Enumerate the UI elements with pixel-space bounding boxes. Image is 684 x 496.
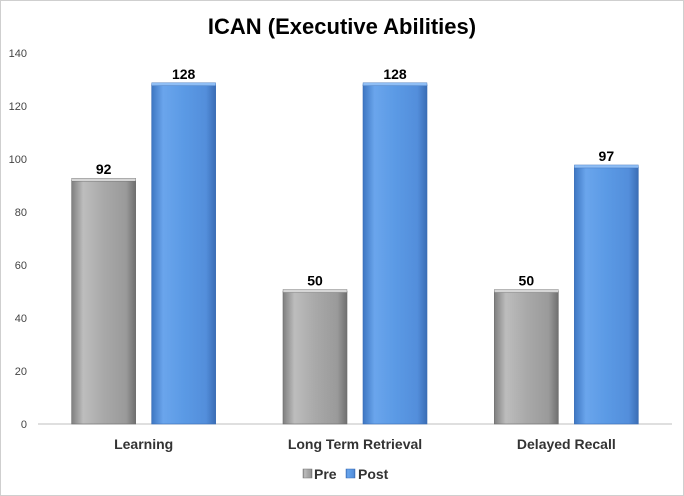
bar-top-bevel xyxy=(494,289,559,293)
data-label-post-1: 128 xyxy=(383,66,407,82)
category-labels: Learning Long Term Retrieval Delayed Recal… xyxy=(114,436,616,452)
legend-label-post: Post xyxy=(358,466,389,482)
legend: Pre Post xyxy=(302,466,389,482)
legend-swatch-pre xyxy=(302,468,313,479)
y-tick-label: 60 xyxy=(15,260,27,272)
data-label-pre-0: 92 xyxy=(96,161,112,177)
bar-top-bevel xyxy=(574,164,639,169)
bar-top-bevel xyxy=(151,82,216,87)
category-label: Delayed Recall xyxy=(517,436,616,452)
bar-post-2 xyxy=(574,166,639,425)
y-tick-label: 100 xyxy=(9,154,27,166)
data-label-pre-1: 50 xyxy=(307,273,323,289)
bar-pre-0 xyxy=(71,179,136,425)
legend-swatch-post xyxy=(345,468,356,479)
bars-group: 92 128 50 128 50 97 xyxy=(71,66,639,425)
y-tick-label: 80 xyxy=(15,207,27,219)
bar-top-bevel xyxy=(282,289,348,293)
bar-post-1 xyxy=(362,84,428,425)
data-label-post-0: 128 xyxy=(172,66,196,82)
y-tick-label: 0 xyxy=(21,419,27,431)
bar-post-0 xyxy=(151,84,216,425)
bar-top-bevel xyxy=(362,82,428,87)
y-tick-label: 120 xyxy=(9,101,27,113)
category-label: Learning xyxy=(114,436,173,452)
bar-pre-2 xyxy=(494,291,559,425)
bar-top-bevel xyxy=(71,177,136,182)
y-tick-label: 40 xyxy=(15,313,27,325)
y-tick-label: 20 xyxy=(15,366,27,378)
legend-label-pre: Pre xyxy=(314,466,337,482)
category-label: Long Term Retrieval xyxy=(288,436,422,452)
y-tick-label: 140 xyxy=(9,48,27,60)
chart-title: ICAN (Executive Abilities) xyxy=(208,14,476,39)
data-label-post-2: 97 xyxy=(599,148,615,164)
bar-pre-1 xyxy=(282,291,348,425)
y-axis-ticks: 0 20 40 60 80 100 120 140 xyxy=(9,48,27,431)
data-label-pre-2: 50 xyxy=(519,273,535,289)
